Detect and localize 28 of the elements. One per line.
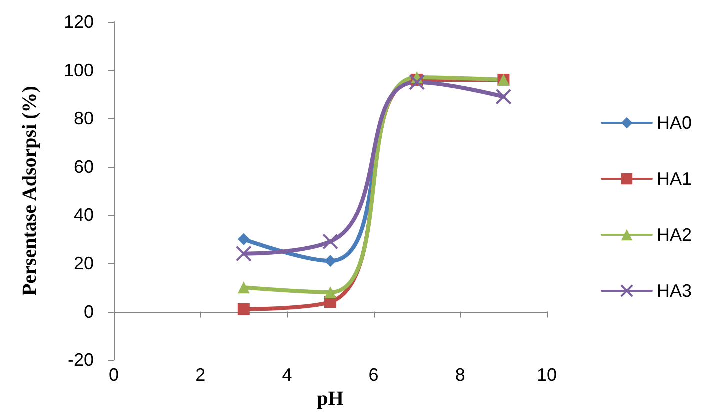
x-tick-label: 8 [455, 365, 466, 386]
y-tick-label: 0 [84, 302, 94, 322]
y-axis-title: Persentase Adsorpsi (%) [19, 86, 41, 296]
x-tick-label: 2 [196, 365, 206, 386]
point [322, 234, 338, 250]
x-tick-label: 10 [536, 365, 558, 386]
point [238, 233, 250, 246]
y-tick-label: 80 [74, 108, 94, 129]
legend-label: HA1 [656, 169, 692, 189]
legend-label: HA3 [656, 281, 692, 301]
x-tick-label: 6 [368, 365, 379, 386]
legend-label: HA0 [656, 113, 692, 133]
point [324, 286, 336, 298]
y-tick-label: 60 [74, 156, 94, 177]
point [496, 88, 512, 105]
y-tick-label: 40 [74, 205, 94, 226]
legend-label: HA2 [656, 225, 692, 245]
x-axis-title: pH [317, 388, 344, 410]
y-tick-label: 120 [64, 12, 94, 32]
point [409, 74, 426, 90]
point [238, 303, 250, 316]
y-tick-label: -20 [68, 350, 94, 370]
y-tick-label: 100 [64, 60, 94, 80]
x-tick-label: 0 [108, 365, 120, 386]
y-tick-label: 20 [74, 254, 94, 274]
point [238, 282, 250, 294]
x-tick-label: 4 [282, 365, 292, 386]
point [236, 246, 252, 262]
